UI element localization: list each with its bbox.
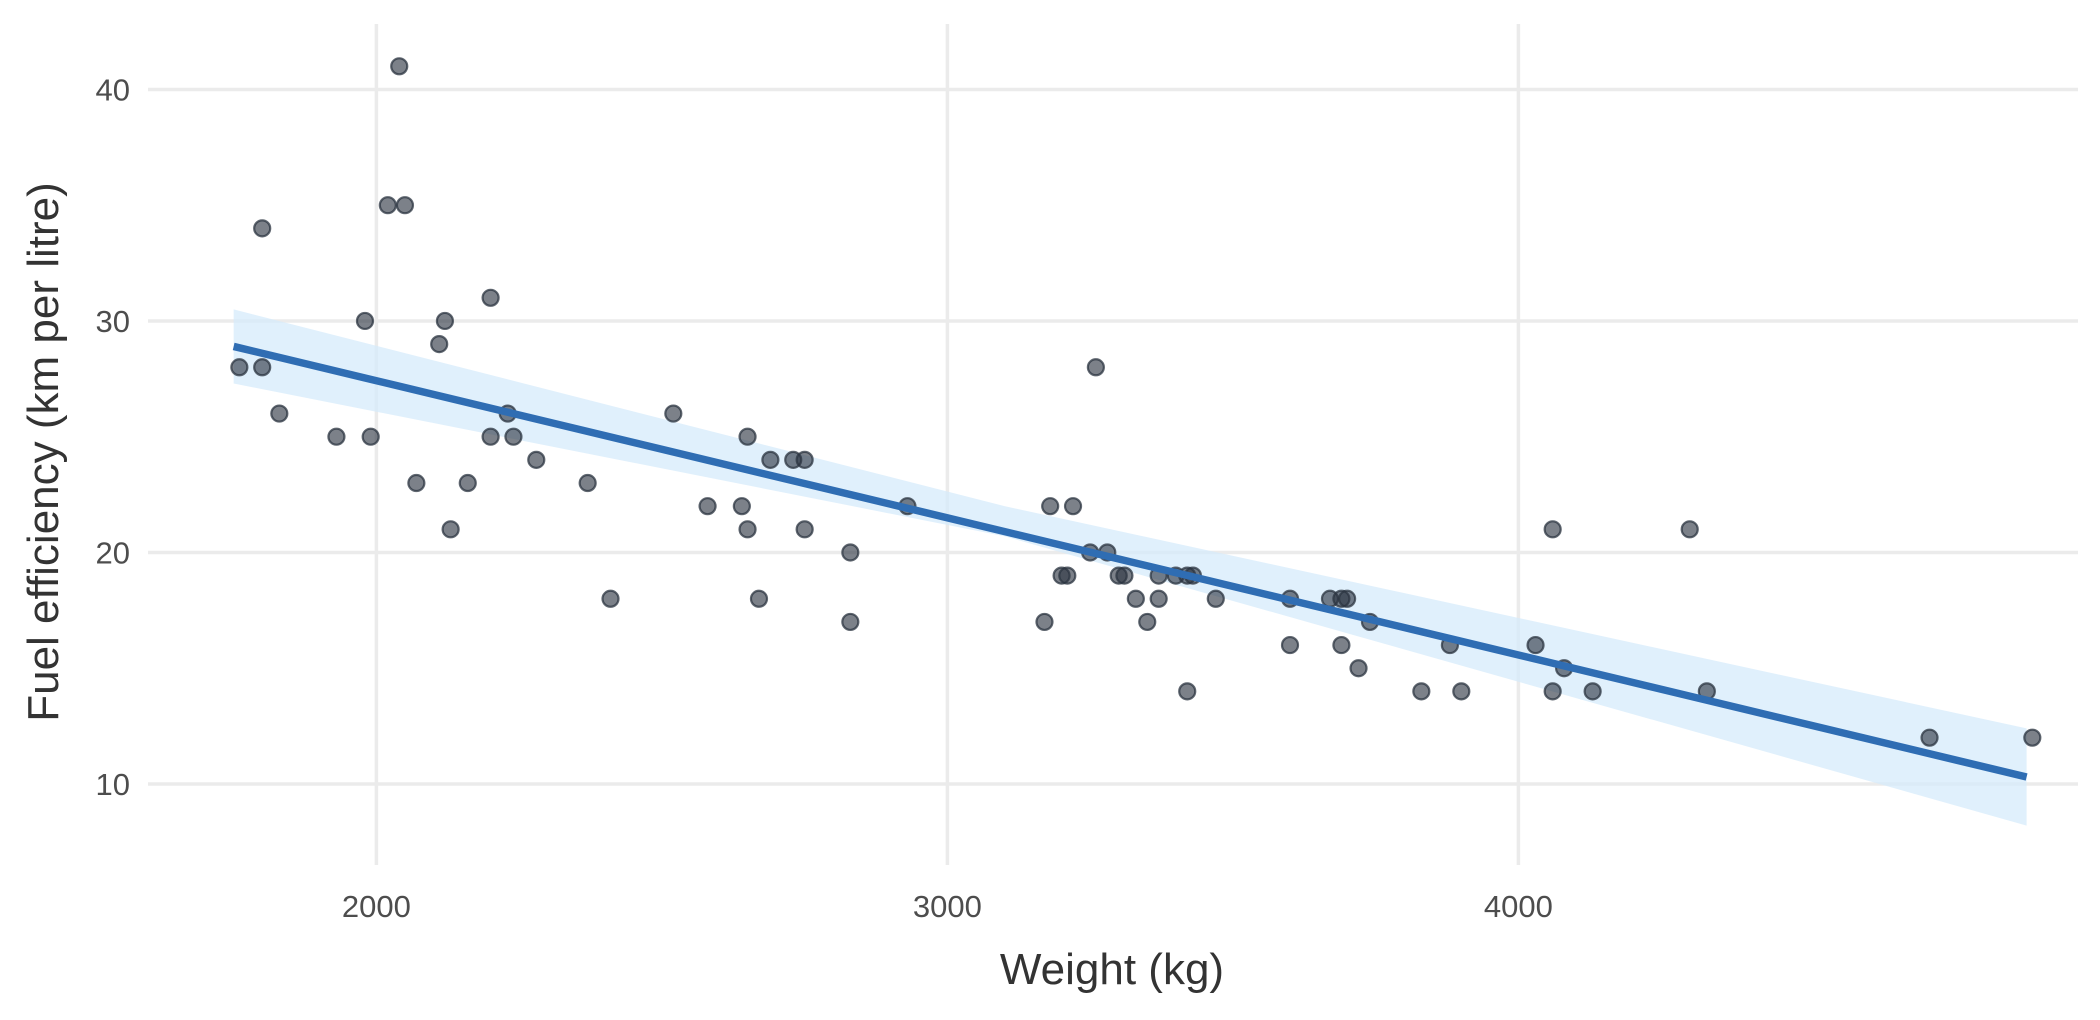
tick-labels: 10 20 30 40 2000 3000 4000 bbox=[96, 72, 1553, 924]
data-point bbox=[1035, 612, 1054, 632]
data-point bbox=[841, 612, 860, 632]
data-point bbox=[430, 335, 449, 354]
data-point bbox=[601, 589, 620, 608]
data-point bbox=[481, 288, 500, 307]
data-point bbox=[732, 497, 751, 516]
data-point bbox=[395, 196, 415, 215]
data-point bbox=[458, 473, 477, 493]
data-point bbox=[1526, 635, 1545, 655]
regression-line bbox=[232, 342, 2028, 781]
data-point bbox=[1452, 682, 1471, 701]
data-point bbox=[1583, 682, 1602, 701]
data-point bbox=[1206, 589, 1225, 608]
data-point bbox=[481, 427, 500, 446]
y-tick-label: 30 bbox=[96, 304, 130, 339]
data-point bbox=[1543, 682, 1562, 701]
confidence-band bbox=[233, 309, 2027, 826]
data-point bbox=[1149, 589, 1168, 608]
data-point bbox=[841, 543, 860, 562]
data-point bbox=[738, 427, 757, 446]
data-point bbox=[698, 497, 717, 516]
data-point bbox=[407, 473, 426, 493]
y-axis-title: Fuel efficiency (km per litre) bbox=[19, 182, 68, 722]
data-point bbox=[355, 311, 375, 331]
data-point bbox=[1349, 659, 1368, 678]
data-point bbox=[1058, 566, 1077, 585]
data-point bbox=[435, 311, 455, 331]
data-point bbox=[270, 404, 289, 423]
data-point bbox=[361, 427, 380, 446]
x-tick-label: 3000 bbox=[913, 889, 982, 924]
data-point bbox=[441, 520, 460, 539]
y-tick-label: 20 bbox=[96, 535, 130, 570]
x-tick-label: 4000 bbox=[1484, 889, 1553, 924]
data-point bbox=[1086, 358, 1105, 377]
data-point bbox=[378, 196, 397, 215]
data-point bbox=[1543, 520, 1562, 539]
data-point bbox=[1126, 589, 1145, 608]
y-tick-label: 40 bbox=[96, 72, 130, 107]
data-point bbox=[327, 427, 346, 446]
data-point bbox=[738, 520, 757, 539]
data-point bbox=[1680, 520, 1699, 539]
data-point bbox=[253, 219, 272, 238]
x-axis-title: Weight (kg) bbox=[1000, 945, 1224, 994]
regression-line-layer bbox=[232, 342, 2028, 781]
data-point bbox=[1338, 589, 1357, 608]
data-point bbox=[578, 473, 597, 493]
data-point bbox=[230, 358, 249, 377]
data-point bbox=[1280, 635, 1300, 655]
data-point bbox=[253, 358, 272, 377]
data-point bbox=[1138, 612, 1157, 632]
data-point bbox=[749, 589, 769, 608]
data-point bbox=[795, 520, 814, 539]
x-tick-label: 2000 bbox=[342, 889, 411, 924]
data-point bbox=[504, 427, 523, 446]
grid-lines bbox=[148, 24, 2078, 865]
data-point bbox=[1063, 497, 1083, 516]
data-point bbox=[527, 450, 546, 469]
data-point bbox=[1332, 635, 1351, 655]
y-tick-label: 10 bbox=[96, 767, 130, 802]
data-point bbox=[1041, 497, 1060, 516]
data-point bbox=[2023, 728, 2042, 747]
confidence-band-layer bbox=[233, 309, 2027, 826]
data-point bbox=[664, 404, 683, 423]
data-point bbox=[1412, 682, 1431, 701]
data-point bbox=[390, 57, 409, 76]
data-point bbox=[1115, 566, 1134, 585]
data-point bbox=[1178, 682, 1197, 701]
data-point bbox=[761, 450, 780, 469]
data-point bbox=[795, 450, 814, 469]
data-point bbox=[1920, 728, 1939, 747]
